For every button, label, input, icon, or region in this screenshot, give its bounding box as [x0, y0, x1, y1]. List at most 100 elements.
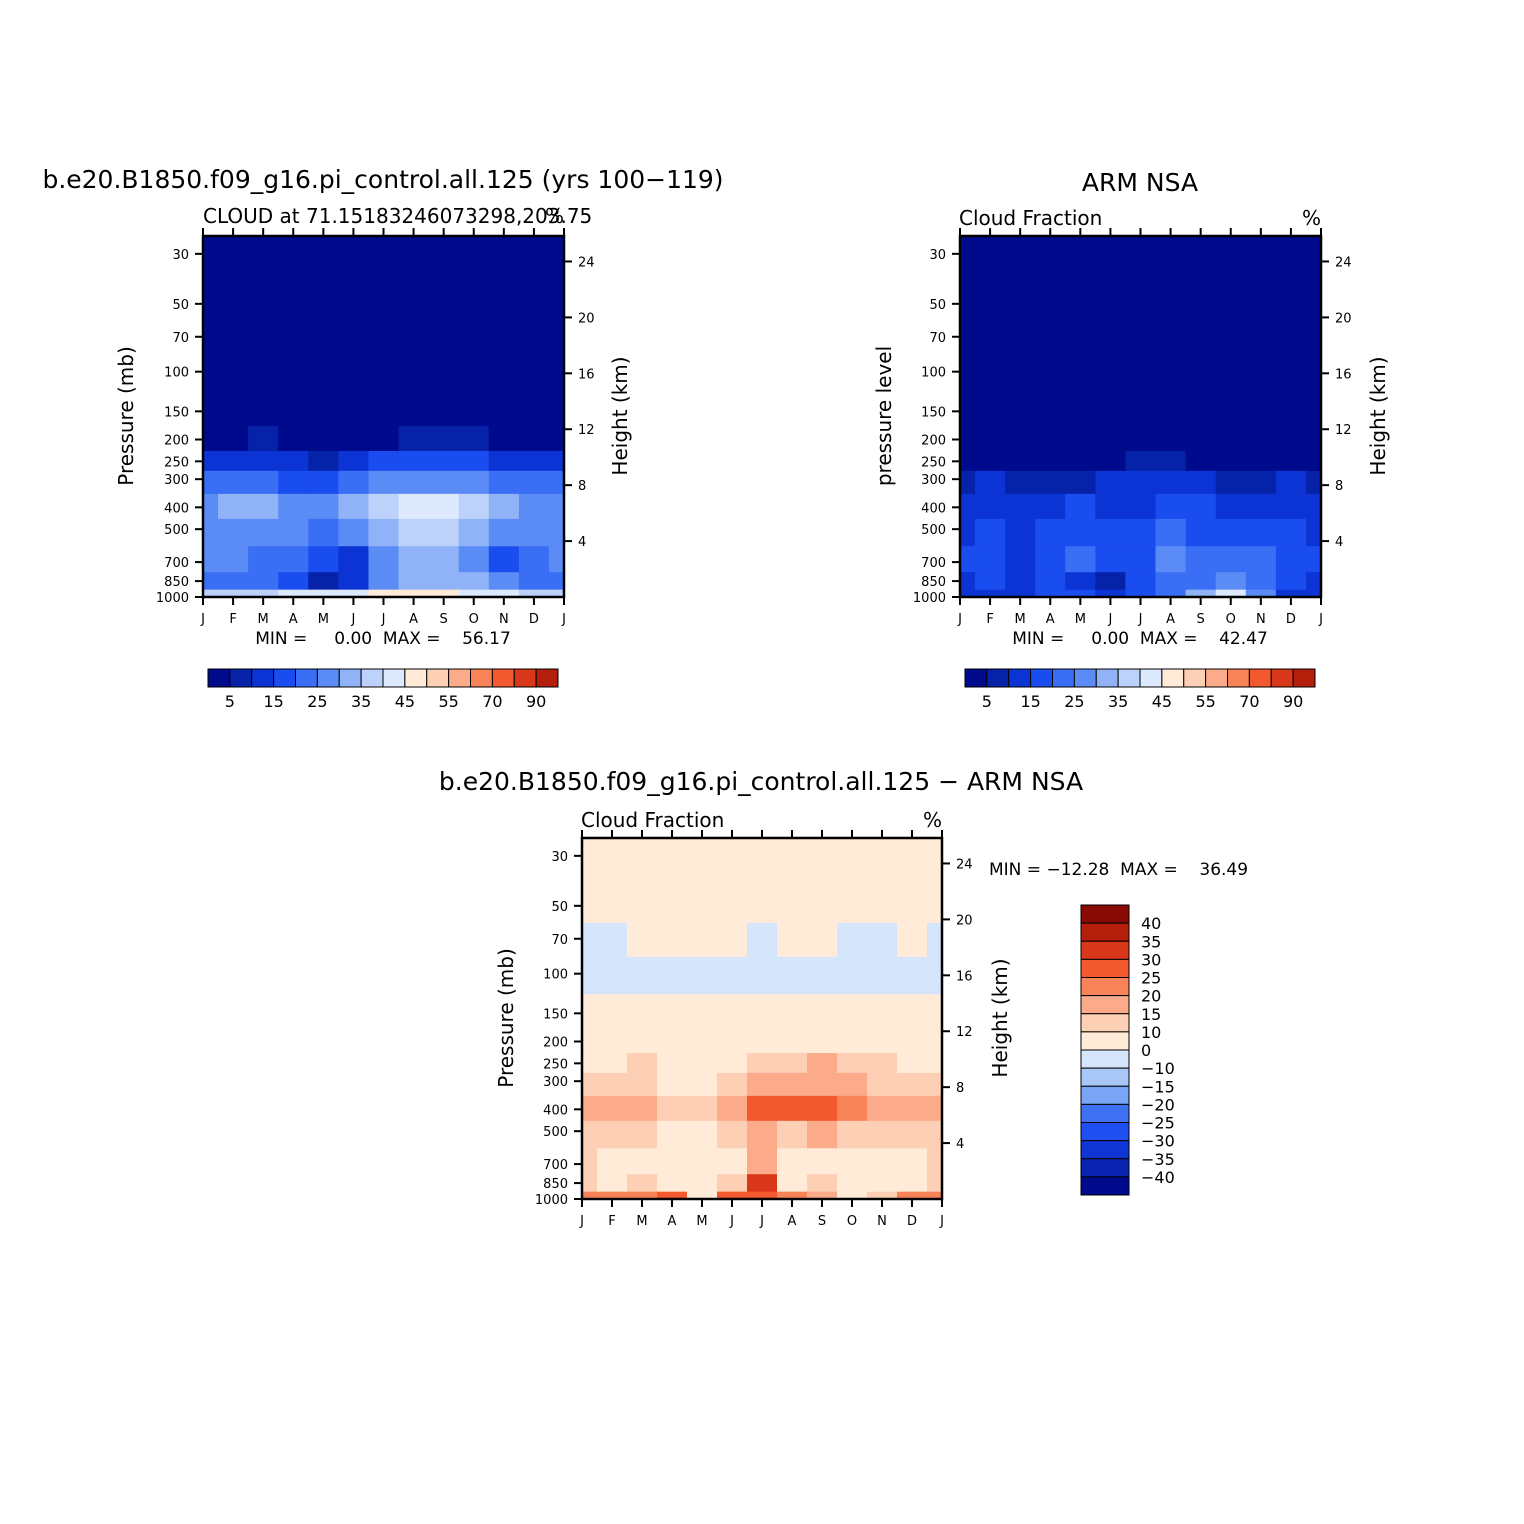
contour-plot: J F M A M J J A S O N D J100085070050040030025020015… [913, 228, 1352, 627]
contour-cell [518, 571, 550, 590]
contour-cell [1215, 545, 1247, 573]
contour-cell [1005, 470, 1036, 494]
contour-cell [548, 278, 565, 321]
contour-cell [458, 278, 490, 321]
contour-plot: J F M A M J J A S O N D J100085070050040030025020015… [535, 830, 973, 1229]
contour-cell [927, 1173, 943, 1192]
colorbar-box [1080, 1122, 1130, 1142]
contour-cell [203, 320, 219, 355]
panel-left-label: Cloud Fraction [581, 808, 724, 832]
y-axis-label: Pressure (mb) [114, 346, 138, 486]
y-tick-label: 300 [164, 473, 189, 488]
contour-cell [218, 354, 249, 393]
contour-cell [308, 354, 339, 393]
contour-cell [1305, 236, 1322, 280]
contour-cell [837, 956, 868, 995]
contour-cell [518, 391, 550, 427]
contour-cell [1005, 236, 1036, 280]
colorbar-label: 5 [982, 692, 992, 711]
contour-cell [747, 1173, 778, 1192]
contour-cell [248, 450, 279, 471]
contour-cell [218, 470, 249, 494]
contour-cell [1275, 571, 1307, 590]
contour-cell [747, 838, 778, 882]
contour-cell [627, 1173, 658, 1192]
contour-cell [867, 838, 898, 882]
contour-cell [960, 278, 976, 321]
contour-cell [1095, 518, 1127, 547]
contour-cell [807, 880, 838, 923]
contour-cell [338, 425, 370, 452]
contour-cell [597, 1095, 628, 1121]
contour-cell [488, 391, 520, 427]
contour-cell [975, 545, 1006, 573]
contour-cell [1095, 493, 1127, 519]
colorbar-label: 15 [1141, 1005, 1161, 1024]
contour-cell [747, 1027, 778, 1054]
contour-cell [582, 1191, 598, 1200]
contour-cell [1155, 450, 1187, 471]
contour-cell [777, 1052, 808, 1073]
colorbar-box [448, 668, 471, 688]
contour-cell [807, 1173, 838, 1192]
x-tick-label: M [318, 612, 329, 627]
contour-cell [368, 278, 400, 321]
colorbar-label: 0 [1141, 1041, 1151, 1060]
contour-cell [1305, 470, 1322, 494]
contour-cell [777, 956, 808, 995]
colorbar-label: −20 [1141, 1095, 1175, 1114]
contour-cell [747, 1095, 778, 1121]
x-tick-label: J [729, 1214, 734, 1229]
contour-cell [203, 571, 219, 590]
contour-cell [218, 391, 249, 427]
contour-cell [582, 993, 598, 1029]
contour-cell [308, 320, 339, 355]
contour-cell [518, 354, 550, 393]
y-tick-label: 500 [164, 523, 189, 538]
contour-cell [1245, 391, 1277, 427]
contour-cell [717, 1095, 748, 1121]
contour-cell [548, 320, 565, 355]
x-tick-label: J [381, 612, 386, 627]
contour-cell [597, 1120, 628, 1149]
contour-cell [338, 354, 370, 393]
colorbar-box [1205, 668, 1228, 688]
contour-cell [807, 956, 838, 995]
contour-cell [597, 1027, 628, 1054]
min-max-label: MIN = 0.00 MAX = 42.47 [1012, 629, 1268, 649]
contour-cell [777, 1072, 808, 1096]
contour-cell [927, 1052, 943, 1073]
contour-cell [717, 1072, 748, 1096]
contour-cell [1185, 450, 1217, 471]
y-tick-label: 700 [543, 1158, 568, 1173]
contour-cell [398, 320, 430, 355]
contour-cell [308, 236, 339, 280]
y-tick-label: 30 [551, 850, 568, 865]
contour-cell [548, 391, 565, 427]
y-tick-label: 850 [921, 575, 946, 590]
contour-cell [1035, 450, 1066, 471]
contour-cell [747, 993, 778, 1029]
contour-cell [1095, 450, 1127, 471]
x-tick-label: A [289, 612, 298, 627]
contour-cell [1245, 354, 1277, 393]
contour-cell [218, 320, 249, 355]
contour-cell [597, 1052, 628, 1073]
contour-cell [428, 470, 460, 494]
contour-cell [582, 1173, 598, 1192]
contour-cell [1305, 450, 1322, 471]
colorbar-label: 55 [1195, 692, 1215, 711]
contour-cell [1275, 470, 1307, 494]
y-tick-label: 70 [172, 331, 189, 346]
contour-cell [867, 1120, 898, 1149]
contour-cell [927, 838, 943, 882]
contour-cell [975, 391, 1006, 427]
contour-cell [837, 1095, 868, 1121]
colorbar-label: 25 [1141, 969, 1161, 988]
contour-cell [1155, 236, 1187, 280]
contour-cell [582, 1120, 598, 1149]
contour-cell [518, 278, 550, 321]
y2-tick-label: 4 [578, 535, 586, 550]
colorbar-box [229, 668, 253, 688]
